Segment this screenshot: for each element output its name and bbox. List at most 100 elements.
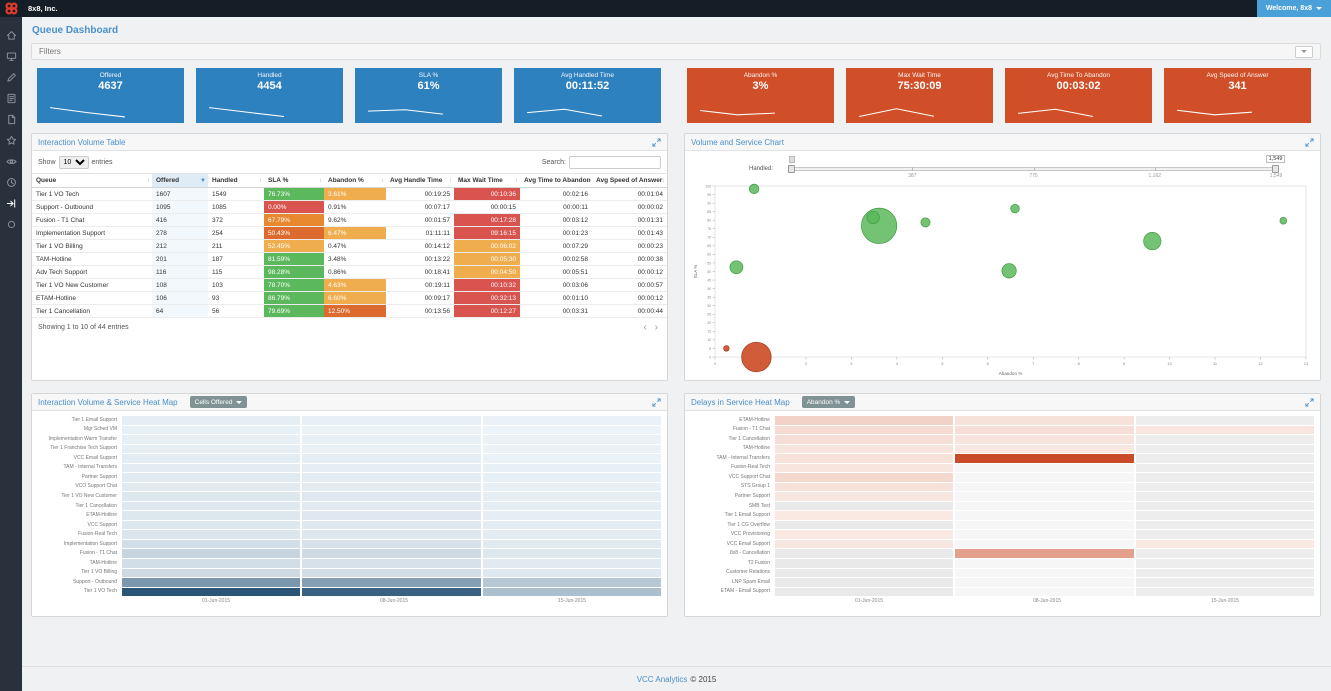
- brand-logo-icon[interactable]: [0, 2, 22, 15]
- heatmap-cell[interactable]: [122, 473, 301, 482]
- heatmap-cell[interactable]: [1135, 549, 1314, 558]
- heatmap-cell[interactable]: [482, 482, 661, 492]
- footer-brand-link[interactable]: VCC Analytics: [636, 674, 688, 684]
- kpi-card-offered[interactable]: Offered 4637: [37, 68, 184, 123]
- heatmap-cell[interactable]: [955, 501, 1134, 511]
- bubble-fusion-t1-chat[interactable]: [1143, 232, 1162, 251]
- heatmap-cell[interactable]: [955, 539, 1134, 549]
- heatmap-cell[interactable]: [122, 425, 301, 435]
- expand-icon[interactable]: [1305, 397, 1314, 407]
- bubble-etam-hotline[interactable]: [1010, 203, 1020, 214]
- heatmap-cell[interactable]: [302, 482, 481, 492]
- heatmap-cell[interactable]: [482, 578, 661, 587]
- heatmap-cell[interactable]: [482, 492, 661, 501]
- heatmap-cell[interactable]: [122, 539, 301, 549]
- table-row[interactable]: Tier 1 Cancellation 64 56 79.69% 12.50% 00:13…: [32, 304, 667, 318]
- table-row[interactable]: ETAM-Hotline 106 93 86.79% 6.60% 00:09:17 00:3…: [32, 291, 667, 305]
- heatmap-cell[interactable]: [775, 511, 954, 520]
- heatmap-cell[interactable]: [482, 549, 661, 558]
- kpi-card-avg-handled-time[interactable]: Avg Handled Time 00:11:52: [514, 68, 661, 123]
- home-icon[interactable]: [6, 28, 17, 40]
- heatmap-cell[interactable]: [122, 444, 301, 454]
- heatmap-cell[interactable]: [775, 482, 954, 492]
- heatmap-cell[interactable]: [775, 578, 954, 587]
- heatmap-cell[interactable]: [1135, 539, 1314, 549]
- heatmap-cell[interactable]: [955, 578, 1134, 587]
- search-input[interactable]: [569, 156, 661, 169]
- expand-icon[interactable]: [652, 137, 661, 147]
- slider-handle-min[interactable]: [788, 156, 795, 173]
- heatmap-cell[interactable]: [1135, 482, 1314, 492]
- bubble-tier-1-vo-billing[interactable]: [729, 260, 744, 275]
- heatmap-cell[interactable]: [122, 435, 301, 444]
- heatmap-cell[interactable]: [775, 520, 954, 530]
- bubble-point[interactable]: [723, 345, 730, 352]
- expand-icon[interactable]: [1305, 137, 1314, 147]
- heatmap-cell[interactable]: [1135, 416, 1314, 425]
- heatmap-cell[interactable]: [122, 482, 301, 492]
- column-header-sla[interactable]: SLA % ↕: [264, 173, 324, 188]
- heatmap-cell[interactable]: [302, 530, 481, 539]
- heatmap-cell[interactable]: [775, 568, 954, 578]
- table-row[interactable]: Tier 1 VO Billing 212 211 52.45% 0.47% 00:14:…: [32, 239, 667, 253]
- heatmap-cell[interactable]: [302, 463, 481, 473]
- heatmap-cell[interactable]: [955, 511, 1134, 520]
- star-icon[interactable]: [6, 133, 17, 145]
- filters-toggle-button[interactable]: [1295, 45, 1313, 58]
- column-header-abandon[interactable]: Abandon % ↕: [324, 173, 386, 188]
- heatmap-cell[interactable]: [302, 444, 481, 454]
- heatmap-cell[interactable]: [482, 587, 661, 597]
- heatmap-cell[interactable]: [482, 435, 661, 444]
- heatmap-cell[interactable]: [482, 501, 661, 511]
- heatmap-cell[interactable]: [122, 463, 301, 473]
- heatmap-cell[interactable]: [1135, 454, 1314, 463]
- heatmap-cell[interactable]: [955, 520, 1134, 530]
- column-header-queue[interactable]: Queue ↕: [32, 173, 152, 188]
- table-row[interactable]: Adv Tech Support 116 115 98.28% 0.86% 00:18:4…: [32, 265, 667, 279]
- table-row[interactable]: Tier 1 VO Tech 1607 1549 76.73% 3.61% 00:19:2…: [32, 187, 667, 201]
- heatmap-cell[interactable]: [775, 539, 954, 549]
- bubble-implementation-support[interactable]: [1001, 263, 1017, 279]
- kpi-card-sla[interactable]: SLA % 61%: [355, 68, 502, 123]
- heatmap-cell[interactable]: [1135, 425, 1314, 435]
- heatmap-cell[interactable]: [122, 578, 301, 587]
- heatmap-cell[interactable]: [1135, 578, 1314, 587]
- heatmap-cell[interactable]: [1135, 501, 1314, 511]
- expand-icon[interactable]: [652, 397, 661, 407]
- heatmap-cell[interactable]: [482, 416, 661, 425]
- heatmap-cell[interactable]: [775, 558, 954, 568]
- heatmap-cell[interactable]: [302, 473, 481, 482]
- heatmap-cell[interactable]: [955, 463, 1134, 473]
- heatmap-cell[interactable]: [122, 549, 301, 558]
- heatmap-cell[interactable]: [482, 558, 661, 568]
- heatmap-cell[interactable]: [775, 454, 954, 463]
- status-icon[interactable]: [6, 217, 17, 229]
- heatmap-cell[interactable]: [302, 549, 481, 558]
- heatmap-cell[interactable]: [482, 539, 661, 549]
- bubble-tier-1-vo-tech[interactable]: [861, 207, 898, 244]
- bubble-tier-1-cancellation[interactable]: [1279, 216, 1288, 225]
- heatmap-cell[interactable]: [122, 454, 301, 463]
- heatmap-cell[interactable]: [122, 520, 301, 530]
- bubble-adv-tech-support[interactable]: [748, 183, 760, 195]
- heatmap-cell[interactable]: [1135, 473, 1314, 482]
- heatmap-cell[interactable]: [955, 454, 1134, 463]
- prev-page-button[interactable]: ‹: [643, 322, 647, 333]
- heatmap-cell[interactable]: [482, 444, 661, 454]
- heatmap-cell[interactable]: [775, 530, 954, 539]
- edit-icon[interactable]: [6, 70, 17, 82]
- heatmap-cell[interactable]: [302, 511, 481, 520]
- heatmap-cell[interactable]: [122, 511, 301, 520]
- page-size-select[interactable]: 10: [58, 156, 89, 169]
- dashboard-icon[interactable]: [6, 49, 17, 61]
- column-header-handled[interactable]: Handled ↕: [208, 173, 264, 188]
- kpi-card-avg-time-to-abandon[interactable]: Avg Time To Abandon 00:03:02: [1005, 68, 1152, 123]
- bubble-chart[interactable]: 0510152025303540455055606570758085909510…: [689, 181, 1316, 377]
- heatmap-cell[interactable]: [775, 463, 954, 473]
- column-header-offered[interactable]: Offered ▼: [152, 173, 208, 188]
- heatmap-cell[interactable]: [775, 492, 954, 501]
- heatmap-cell[interactable]: [775, 587, 954, 597]
- filters-bar[interactable]: Filters: [31, 43, 1321, 60]
- heatmap-cell[interactable]: [302, 578, 481, 587]
- kpi-card-abandon[interactable]: Abandon % 3%: [687, 68, 834, 123]
